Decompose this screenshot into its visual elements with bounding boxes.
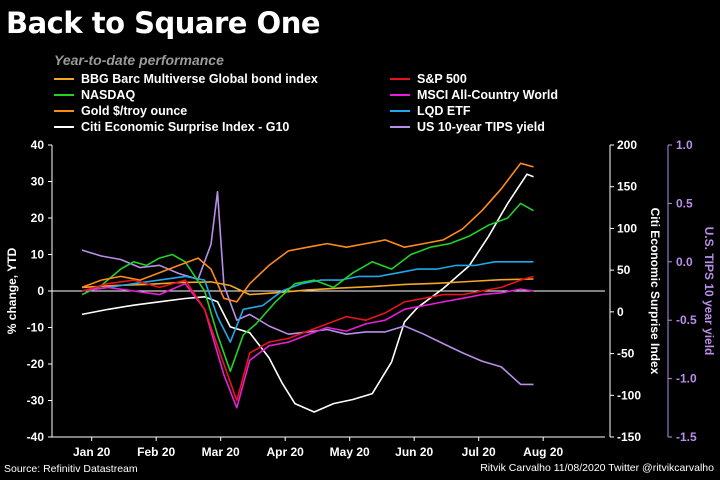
credit-note: Ritvik Carvalho 11/08/2020 Twitter @ritv…	[480, 462, 714, 474]
x-tick-label: Jan 20	[73, 445, 111, 459]
legend-item: US 10-year TIPS yield	[390, 120, 545, 134]
legend-swatch	[390, 94, 410, 96]
y-axis-title-left: % change, YTD	[5, 247, 19, 334]
x-tick-label: May 20	[330, 445, 370, 459]
y-axis-title-right1: Citi Economic Surprise Index	[648, 208, 662, 375]
series-line-2	[81, 162, 534, 303]
series-line-4	[81, 275, 534, 402]
series-line-7	[81, 190, 534, 386]
legend-item: Gold $/troy ounce	[54, 104, 187, 118]
y-axis-title-right2: U.S. TIPS 10 year yield	[702, 227, 716, 356]
series-line-0	[81, 278, 534, 296]
x-tick-label: Jul 20	[462, 445, 496, 459]
chart-title: Back to Square One	[6, 6, 321, 40]
legend-item: LQD ETF	[390, 104, 470, 118]
left-tick-label: 40	[31, 138, 45, 152]
left-tick-label: 20	[31, 211, 45, 225]
right1-tick-label: 200	[617, 138, 637, 152]
legend-item: MSCI All-Country World	[390, 88, 558, 102]
legend-label: LQD ETF	[417, 104, 471, 118]
series-line-1	[81, 202, 534, 373]
left-tick-label: -30	[27, 394, 45, 408]
x-tick-label: Jun 20	[395, 445, 433, 459]
right2-tick-label: -0.5	[676, 313, 697, 327]
x-tick-label: Feb 20	[137, 445, 175, 459]
right2-tick-label: 1.0	[676, 138, 693, 152]
legend-swatch	[54, 126, 74, 128]
legend-label: MSCI All-Country World	[417, 88, 558, 102]
legend-item: NASDAQ	[54, 88, 135, 102]
left-tick-label: -10	[27, 321, 45, 335]
legend-label: S&P 500	[417, 72, 467, 86]
legend-item: BBG Barc Multiverse Global bond index	[54, 72, 318, 86]
legend-swatch	[54, 94, 74, 96]
chart-legend: BBG Barc Multiverse Global bond index NA…	[54, 72, 574, 136]
legend-swatch	[54, 78, 74, 80]
right1-tick-label: 50	[617, 263, 631, 277]
right2-tick-label: -1.0	[676, 372, 697, 386]
left-tick-label: -40	[27, 430, 45, 444]
series-line-5	[81, 282, 534, 409]
legend-item: S&P 500	[390, 72, 467, 86]
x-tick-label: Mar 20	[202, 445, 240, 459]
right1-tick-label: -50	[617, 347, 635, 361]
chart-subtitle: Year-to-date performance	[54, 52, 224, 68]
legend-swatch	[54, 110, 74, 112]
right2-tick-label: -1.5	[676, 430, 697, 444]
right1-tick-label: 150	[617, 180, 637, 194]
legend-label: NASDAQ	[81, 88, 136, 102]
right1-tick-label: -150	[617, 430, 641, 444]
legend-swatch	[390, 110, 410, 112]
right2-tick-label: 0.5	[676, 196, 693, 210]
series-line-6	[81, 261, 534, 343]
legend-swatch	[390, 126, 410, 128]
right1-tick-label: -100	[617, 388, 641, 402]
right1-tick-label: 100	[617, 221, 637, 235]
left-tick-label: -20	[27, 357, 45, 371]
left-tick-label: 0	[37, 284, 44, 298]
legend-item: Citi Economic Surprise Index - G10	[54, 120, 289, 134]
legend-label: Citi Economic Surprise Index - G10	[81, 120, 290, 134]
right1-tick-label: 0	[617, 305, 624, 319]
x-tick-label: Apr 20	[266, 445, 304, 459]
source-note: Source: Refinitiv Datastream	[4, 463, 138, 475]
x-tick-label: Aug 20	[523, 445, 563, 459]
legend-label: BBG Barc Multiverse Global bond index	[81, 72, 318, 86]
legend-swatch	[390, 78, 410, 80]
right2-tick-label: 0.0	[676, 255, 693, 269]
left-tick-label: 30	[31, 175, 45, 189]
left-tick-label: 10	[31, 248, 45, 262]
legend-label: Gold $/troy ounce	[81, 104, 188, 118]
legend-label: US 10-year TIPS yield	[417, 120, 545, 134]
